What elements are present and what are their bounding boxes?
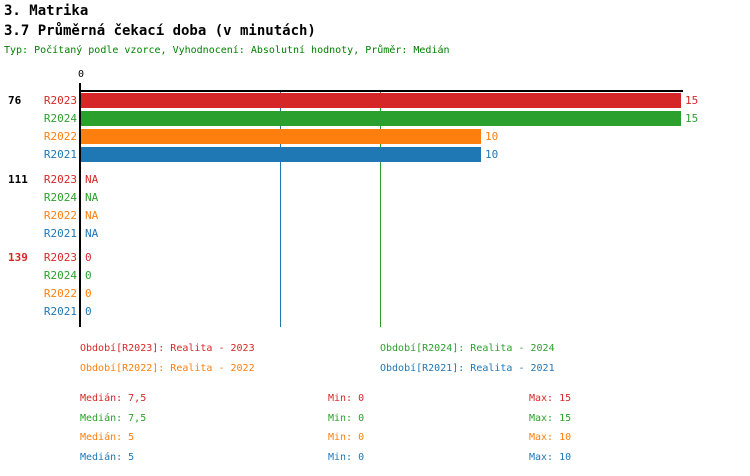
stat-median: Medián: 7,5 [80, 413, 147, 424]
bar-value-label: NA [85, 173, 99, 186]
series-row-label: R2021 [43, 305, 77, 318]
series-row-label: R2022 [43, 130, 77, 143]
group-label: 76 [8, 94, 22, 107]
bar-value-label: 0 [85, 251, 92, 264]
bar-value-label: 15 [685, 94, 699, 107]
legend-item: Období[R2022]: Realita - 2022 [80, 363, 255, 374]
legend-item: Období[R2021]: Realita - 2021 [380, 363, 555, 374]
x-axis-zero-tick-label: 0 [77, 69, 85, 80]
stat-max: Max: 15 [529, 413, 572, 424]
page-title: 3. Matrika [4, 3, 89, 19]
bar-value-label: NA [85, 227, 99, 240]
stat-min: Min: 0 [328, 452, 365, 463]
x-axis-line [79, 90, 683, 92]
stat-min: Min: 0 [328, 393, 365, 404]
bar-value-label: NA [85, 191, 99, 204]
group-label: 139 [8, 251, 28, 264]
legend-item: Období[R2023]: Realita - 2023 [80, 343, 255, 354]
stat-max: Max: 10 [529, 432, 572, 443]
stat-max: Max: 15 [529, 393, 572, 404]
stat-min: Min: 0 [328, 432, 365, 443]
bar-value-label: 10 [485, 148, 499, 161]
bar-value-label: 0 [85, 287, 92, 300]
series-row-label: R2024 [43, 269, 77, 282]
series-row-label: R2023 [43, 251, 77, 264]
stat-median: Medián: 7,5 [80, 393, 147, 404]
stat-min: Min: 0 [328, 413, 365, 424]
bar-value-label: 0 [85, 269, 92, 282]
bar-value-label: 10 [485, 130, 499, 143]
bar [81, 129, 481, 144]
series-row-label: R2021 [43, 227, 77, 240]
series-row-label: R2021 [43, 148, 77, 161]
bar-value-label: NA [85, 209, 99, 222]
bar-value-label: 0 [85, 305, 92, 318]
stat-max: Max: 10 [529, 452, 572, 463]
bar [81, 111, 681, 126]
stat-median: Medián: 5 [80, 452, 135, 463]
group-label: 111 [8, 173, 28, 186]
median-reference-line [280, 92, 281, 327]
series-row-label: R2022 [43, 287, 77, 300]
series-row-label: R2022 [43, 209, 77, 222]
chart-title: 3.7 Průměrná čekací doba (v minutách) [4, 23, 316, 39]
y-axis-line [79, 83, 81, 327]
bar [81, 147, 481, 162]
series-row-label: R2024 [43, 112, 77, 125]
legend-item: Období[R2024]: Realita - 2024 [380, 343, 555, 354]
series-row-label: R2024 [43, 191, 77, 204]
bar-value-label: 15 [685, 112, 699, 125]
series-row-label: R2023 [43, 94, 77, 107]
series-row-label: R2023 [43, 173, 77, 186]
median-reference-line [380, 92, 381, 327]
bar [81, 93, 681, 108]
stat-median: Medián: 5 [80, 432, 135, 443]
chart-meta-info: Typ: Počítaný podle vzorce, Vyhodnocení:… [4, 45, 450, 56]
